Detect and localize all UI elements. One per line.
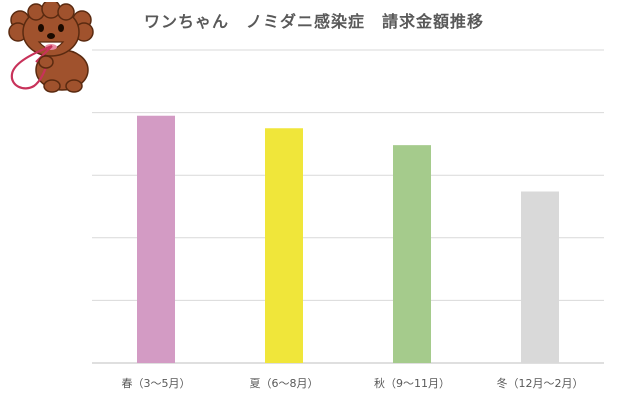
bar-3 — [393, 145, 431, 363]
x-axis-tick-labels: 春（3～5月） 夏（6～8月） 秋（9～11月） 冬（12月～2月） — [122, 376, 584, 390]
bar-1 — [137, 115, 175, 363]
x-tick-label: 夏（6～8月） — [250, 377, 319, 390]
bar-4 — [521, 191, 559, 363]
x-tick-label: 秋（9～11月） — [374, 376, 450, 390]
gridlines — [92, 49, 604, 364]
bar-2 — [265, 128, 303, 363]
x-tick-label: 冬（12月～2月） — [497, 376, 584, 390]
dog-mascot-icon — [8, 2, 94, 93]
x-tick-label: 春（3～5月） — [122, 377, 191, 390]
chart-title: ワンちゃん ノミダニ感染症 請求金額推移 — [144, 12, 485, 31]
bar-series — [137, 115, 559, 363]
